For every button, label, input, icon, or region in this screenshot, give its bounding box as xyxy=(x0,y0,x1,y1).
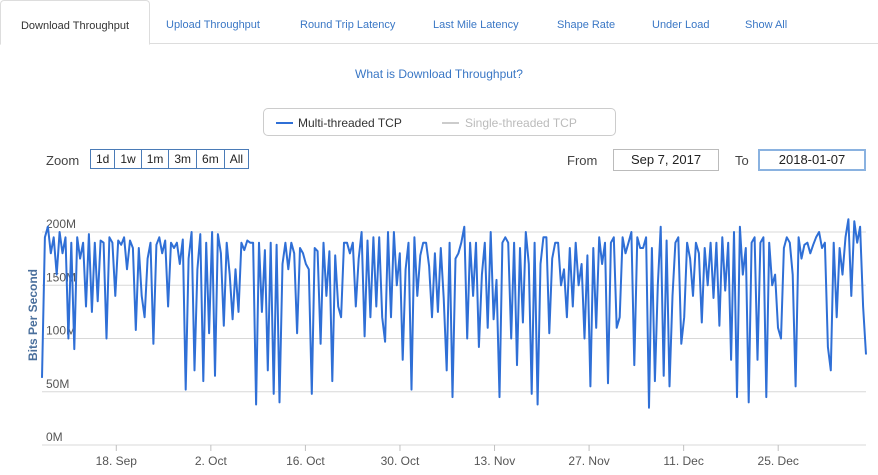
y-tick-label: 100M xyxy=(46,324,76,338)
chart-legend: Multi-threaded TCP Single-threaded TCP xyxy=(263,108,616,136)
zoom-3m-button[interactable]: 3m xyxy=(169,150,198,168)
from-label: From xyxy=(567,153,598,168)
legend-item-single-threaded[interactable]: Single-threaded TCP xyxy=(465,116,577,130)
legend-line-single xyxy=(442,122,459,124)
x-tick-label: 18. Sep xyxy=(96,454,138,468)
legend-line-multi xyxy=(276,122,293,124)
x-tick-label: 2. Oct xyxy=(195,454,228,468)
x-tick-label: 27. Nov xyxy=(568,454,609,468)
y-tick-label: 200M xyxy=(46,217,76,231)
tab-download-throughput[interactable]: Download Throughput xyxy=(0,0,150,45)
zoom-button-group: 1d 1w 1m 3m 6m All xyxy=(90,149,250,169)
to-label: To xyxy=(735,153,749,168)
tab-last-mile-latency[interactable]: Last Mile Latency xyxy=(433,19,519,31)
x-tick-label: 30. Oct xyxy=(381,454,420,468)
info-link[interactable]: What is Download Throughput? xyxy=(355,67,523,81)
zoom-label: Zoom xyxy=(46,153,80,168)
zoom-1d-button[interactable]: 1d xyxy=(91,150,116,168)
series-line-multi-threaded-tcp[interactable] xyxy=(41,218,867,409)
x-tick-label: 13. Nov xyxy=(474,454,515,468)
tab-round-trip-latency[interactable]: Round Trip Latency xyxy=(300,19,396,31)
legend-item-multi-threaded[interactable]: Multi-threaded TCP xyxy=(298,116,402,130)
y-tick-label: 50M xyxy=(46,377,69,391)
tab-upload-throughput[interactable]: Upload Throughput xyxy=(166,19,260,31)
y-tick-label: 0M xyxy=(46,430,63,444)
to-date-input[interactable]: 2018-01-07 xyxy=(758,149,866,171)
zoom-6m-button[interactable]: 6m xyxy=(197,150,225,168)
throughput-chart: 0M 50M 100M 150M 200M 18. Sep 2. Oct 16. Oct 30.… xyxy=(41,217,867,468)
x-tick-label: 16. Oct xyxy=(286,454,325,468)
tab-under-load[interactable]: Under Load xyxy=(652,19,710,31)
zoom-1w-button[interactable]: 1w xyxy=(115,150,142,168)
tab-show-all[interactable]: Show All xyxy=(745,19,788,31)
tab-bar: Download Throughput Upload Throughput Ro… xyxy=(0,0,878,45)
zoom-all-button[interactable]: All xyxy=(224,150,249,168)
tab-shape-rate[interactable]: Shape Rate xyxy=(557,19,616,31)
x-tick-label: 25. Dec xyxy=(758,454,799,468)
from-date-input[interactable]: Sep 7, 2017 xyxy=(613,149,719,171)
zoom-1m-button[interactable]: 1m xyxy=(141,150,170,168)
y-tick-label: 150M xyxy=(46,270,76,284)
x-tick-label: 11. Dec xyxy=(663,454,703,468)
